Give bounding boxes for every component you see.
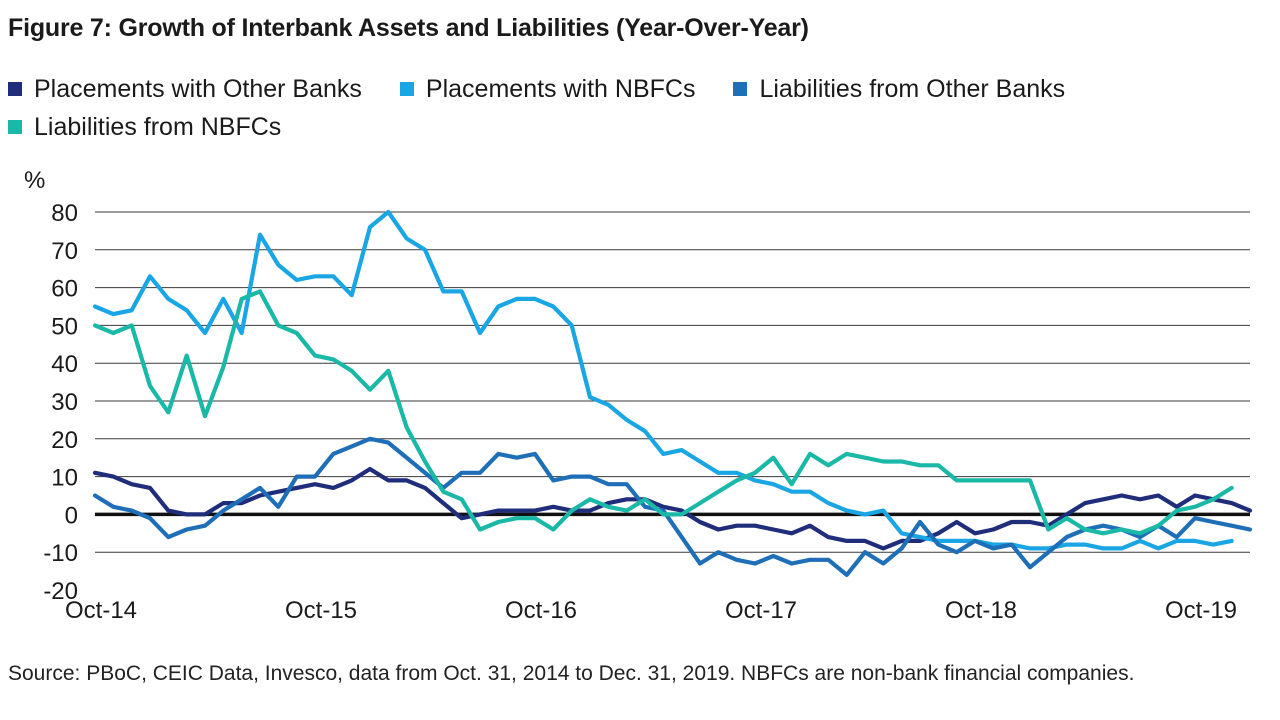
y-tick-label: 60 — [51, 276, 78, 303]
legend-label: Placements with Other Banks — [34, 75, 362, 103]
x-axis-ticks: Oct-14 Oct-15 Oct-16 Oct-17 Oct-18 Oct-19 — [65, 597, 1237, 624]
x-tick-label: Oct-15 — [285, 597, 357, 624]
x-tick-label: Oct-19 — [1165, 597, 1237, 624]
y-tick-label: 0 — [65, 502, 78, 529]
legend: Placements with Other Banks Placements w… — [8, 70, 1248, 146]
source-note: Source: PBoC, CEIC Data, Invesco, data f… — [8, 662, 1135, 685]
gridlines — [95, 211, 1250, 553]
y-tick-label: 10 — [51, 465, 78, 492]
legend-item-placements-other-banks: Placements with Other Banks — [8, 70, 362, 108]
legend-swatch — [399, 82, 414, 96]
legend-swatch — [8, 120, 22, 134]
series-line-liabilities-from-nbfcs — [92, 289, 1234, 536]
y-tick-label: 20 — [51, 427, 78, 454]
y-tick-label: -10 — [43, 540, 78, 567]
legend-item-liabilities-nbfcs: Liabilities from NBFCs — [8, 108, 281, 146]
legend-label: Placements with NBFCs — [425, 75, 696, 103]
x-tick-label: Oct-17 — [725, 597, 797, 624]
legend-label: Liabilities from Other Banks — [759, 75, 1066, 103]
series-line-placements-with-other-banks — [92, 466, 1253, 551]
series-line-placements-with-nbfcs — [92, 209, 1234, 551]
legend-item-liabilities-other-banks: Liabilities from Other Banks — [733, 70, 1065, 108]
y-tick-label: 30 — [51, 389, 78, 416]
y-tick-label: 40 — [51, 351, 78, 378]
x-tick-label: Oct-16 — [505, 597, 577, 624]
y-tick-label: 50 — [51, 313, 78, 340]
chart-title: Figure 7: Growth of Interbank Assets and… — [8, 14, 809, 42]
y-tick-label: -20 — [43, 578, 78, 605]
legend-swatch — [733, 82, 748, 96]
x-tick-label: Oct-18 — [945, 597, 1017, 624]
legend-swatch — [8, 82, 22, 96]
y-tick-label: 70 — [51, 238, 78, 265]
legend-label: Liabilities from NBFCs — [34, 113, 282, 141]
series-line-liabilities-from-other-banks — [92, 436, 1253, 577]
series-lines — [92, 209, 1253, 577]
y-tick-label: 80 — [51, 200, 78, 227]
x-tick-label: Oct-14 — [65, 597, 137, 624]
y-axis-ticks: 80 70 60 50 40 30 20 10 0 -10 -20 — [43, 200, 78, 605]
y-axis-label: % — [24, 167, 45, 194]
legend-item-placements-nbfcs: Placements with NBFCs — [399, 70, 696, 108]
